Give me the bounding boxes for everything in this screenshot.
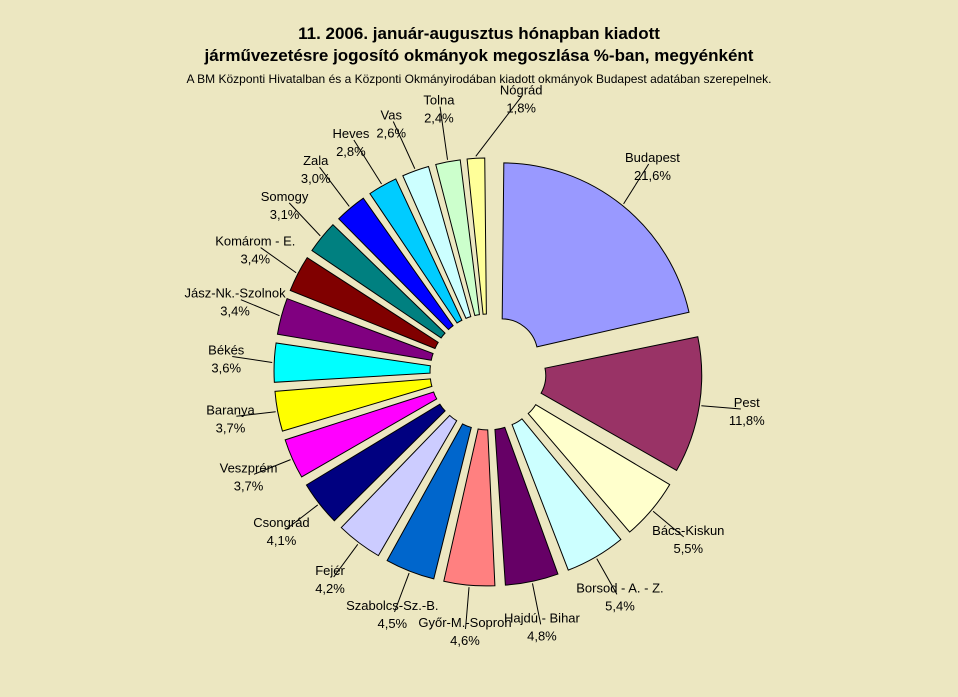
slice-value-szabolcs-sz-b: 4,5% [377, 616, 407, 631]
pie-slice-nograd [466, 157, 487, 315]
slice-label-szabolcs-sz-b: Szabolcs-Sz.-B. [346, 598, 438, 613]
slice-value-gyor-m-sopron: 4,6% [450, 633, 480, 648]
slice-label-pest: Pest [734, 395, 760, 410]
slice-value-tolna: 2,4% [424, 111, 454, 126]
slice-value-budapest: 21,6% [634, 168, 671, 183]
slice-label-gyor-m-sopron: Győr-M.-Sopron [418, 615, 511, 630]
slice-label-komarom-e: Komárom - E. [215, 234, 295, 249]
slice-value-somogy: 3,1% [270, 207, 300, 222]
slice-label-bekes: Békés [208, 342, 245, 357]
slice-label-bacs-kiskun: Bács-Kiskun [652, 523, 724, 538]
pie-slice-somogy [311, 223, 446, 339]
pie-slice-fejer [340, 414, 458, 557]
pie-slice-szabolcs-sz-b [386, 423, 472, 580]
pie-slice-bacs-kiskun [527, 403, 671, 533]
leader-line-nograd [475, 96, 522, 157]
leader-line-bekes [232, 355, 273, 363]
slice-value-zala: 3,0% [301, 171, 331, 186]
leader-line-bacs-kiskun [652, 510, 685, 538]
pie-slice-csongrad [305, 403, 446, 522]
slice-value-heves: 2,8% [336, 144, 366, 159]
slice-value-komarom-e: 3,4% [240, 252, 270, 267]
leader-line-fejer [333, 544, 359, 578]
pie-slice-bekes [273, 342, 431, 383]
slice-label-zala: Zala [303, 153, 329, 168]
chart-title-line-1: 11. 2006. január-augusztus hónapban kiad… [298, 24, 660, 43]
slice-label-somogy: Somogy [261, 189, 309, 204]
slice-label-veszprem: Veszprém [220, 460, 278, 475]
leader-line-vas [392, 121, 416, 169]
pie-slice-vas [402, 165, 472, 320]
slice-value-baranya: 3,7% [216, 420, 246, 435]
pie-slice-heves [369, 178, 463, 324]
slice-label-nograd: Nógrád [500, 82, 543, 97]
pie-slice-veszprem [284, 391, 438, 478]
pie-slice-hajdu-bihar [494, 426, 559, 586]
slice-value-vas: 2,6% [376, 125, 406, 140]
slice-label-borsod-a-z: Borsod - A. - Z. [576, 580, 663, 595]
slice-label-csongrad: Csongrád [253, 515, 309, 530]
pie-slice-borsod-a-z [511, 418, 622, 571]
slice-value-pest: 11,8% [729, 413, 765, 428]
pie-slice-komarom-e [289, 256, 439, 350]
pie-slice-zala [337, 197, 454, 331]
slice-value-nograd: 1,8% [506, 100, 536, 115]
pie-slice-tolna [435, 159, 480, 317]
slice-value-bacs-kiskun: 5,5% [673, 541, 703, 556]
leader-line-zala [319, 166, 350, 207]
leader-line-veszprem [253, 459, 291, 475]
pie-slice-gyor-m-sopron [443, 428, 496, 587]
pie-slice-baranya [274, 378, 433, 432]
slice-value-veszprem: 3,7% [234, 478, 264, 493]
leader-line-heves [353, 139, 382, 185]
slice-label-tolna: Tolna [423, 93, 455, 108]
leader-line-baranya [236, 411, 276, 417]
slice-value-hajdu-bihar: 4,8% [527, 628, 557, 643]
slice-label-heves: Heves [332, 126, 369, 141]
slice-value-fejer: 4,2% [315, 581, 345, 596]
slice-value-jasz-nk-szolnok: 3,4% [220, 304, 250, 319]
leader-line-borsod-a-z [596, 558, 618, 595]
slice-value-borsod-a-z: 5,4% [605, 598, 635, 613]
pie-slice-jasz-nk-szolnok [276, 297, 434, 361]
pie-slice-budapest [501, 162, 690, 348]
leader-line-somogy [288, 202, 321, 237]
slice-label-hajdu-bihar: Hajdú - Bihar [504, 610, 581, 625]
leader-line-tolna [439, 106, 449, 160]
chart-subtitle: A BM Központi Hivatalban és a Központi O… [186, 72, 772, 86]
slice-value-bekes: 3,6% [211, 360, 241, 375]
leader-line-komarom-e [260, 247, 297, 274]
leader-line-csongrad [285, 504, 319, 530]
slice-label-vas: Vas [381, 107, 403, 122]
slice-label-baranya: Baranya [206, 402, 255, 417]
slice-value-csongrad: 4,1% [267, 533, 297, 548]
slice-label-budapest: Budapest [625, 150, 680, 165]
leader-line-budapest [623, 163, 650, 205]
leader-line-jasz-nk-szolnok [240, 299, 280, 317]
leader-line-gyor-m-sopron [465, 587, 470, 630]
leader-line-szabolcs-sz-b [394, 572, 410, 613]
leader-line-pest [701, 405, 741, 410]
pie-slice-pest [540, 336, 703, 472]
slice-label-fejer: Fejér [315, 563, 345, 578]
leader-line-hajdu-bihar [531, 583, 542, 625]
chart-title-line-2: járművezetésre jogosító okmányok megoszl… [204, 46, 754, 65]
slice-label-jasz-nk-szolnok: Jász-Nk.-Szolnok [184, 286, 286, 301]
